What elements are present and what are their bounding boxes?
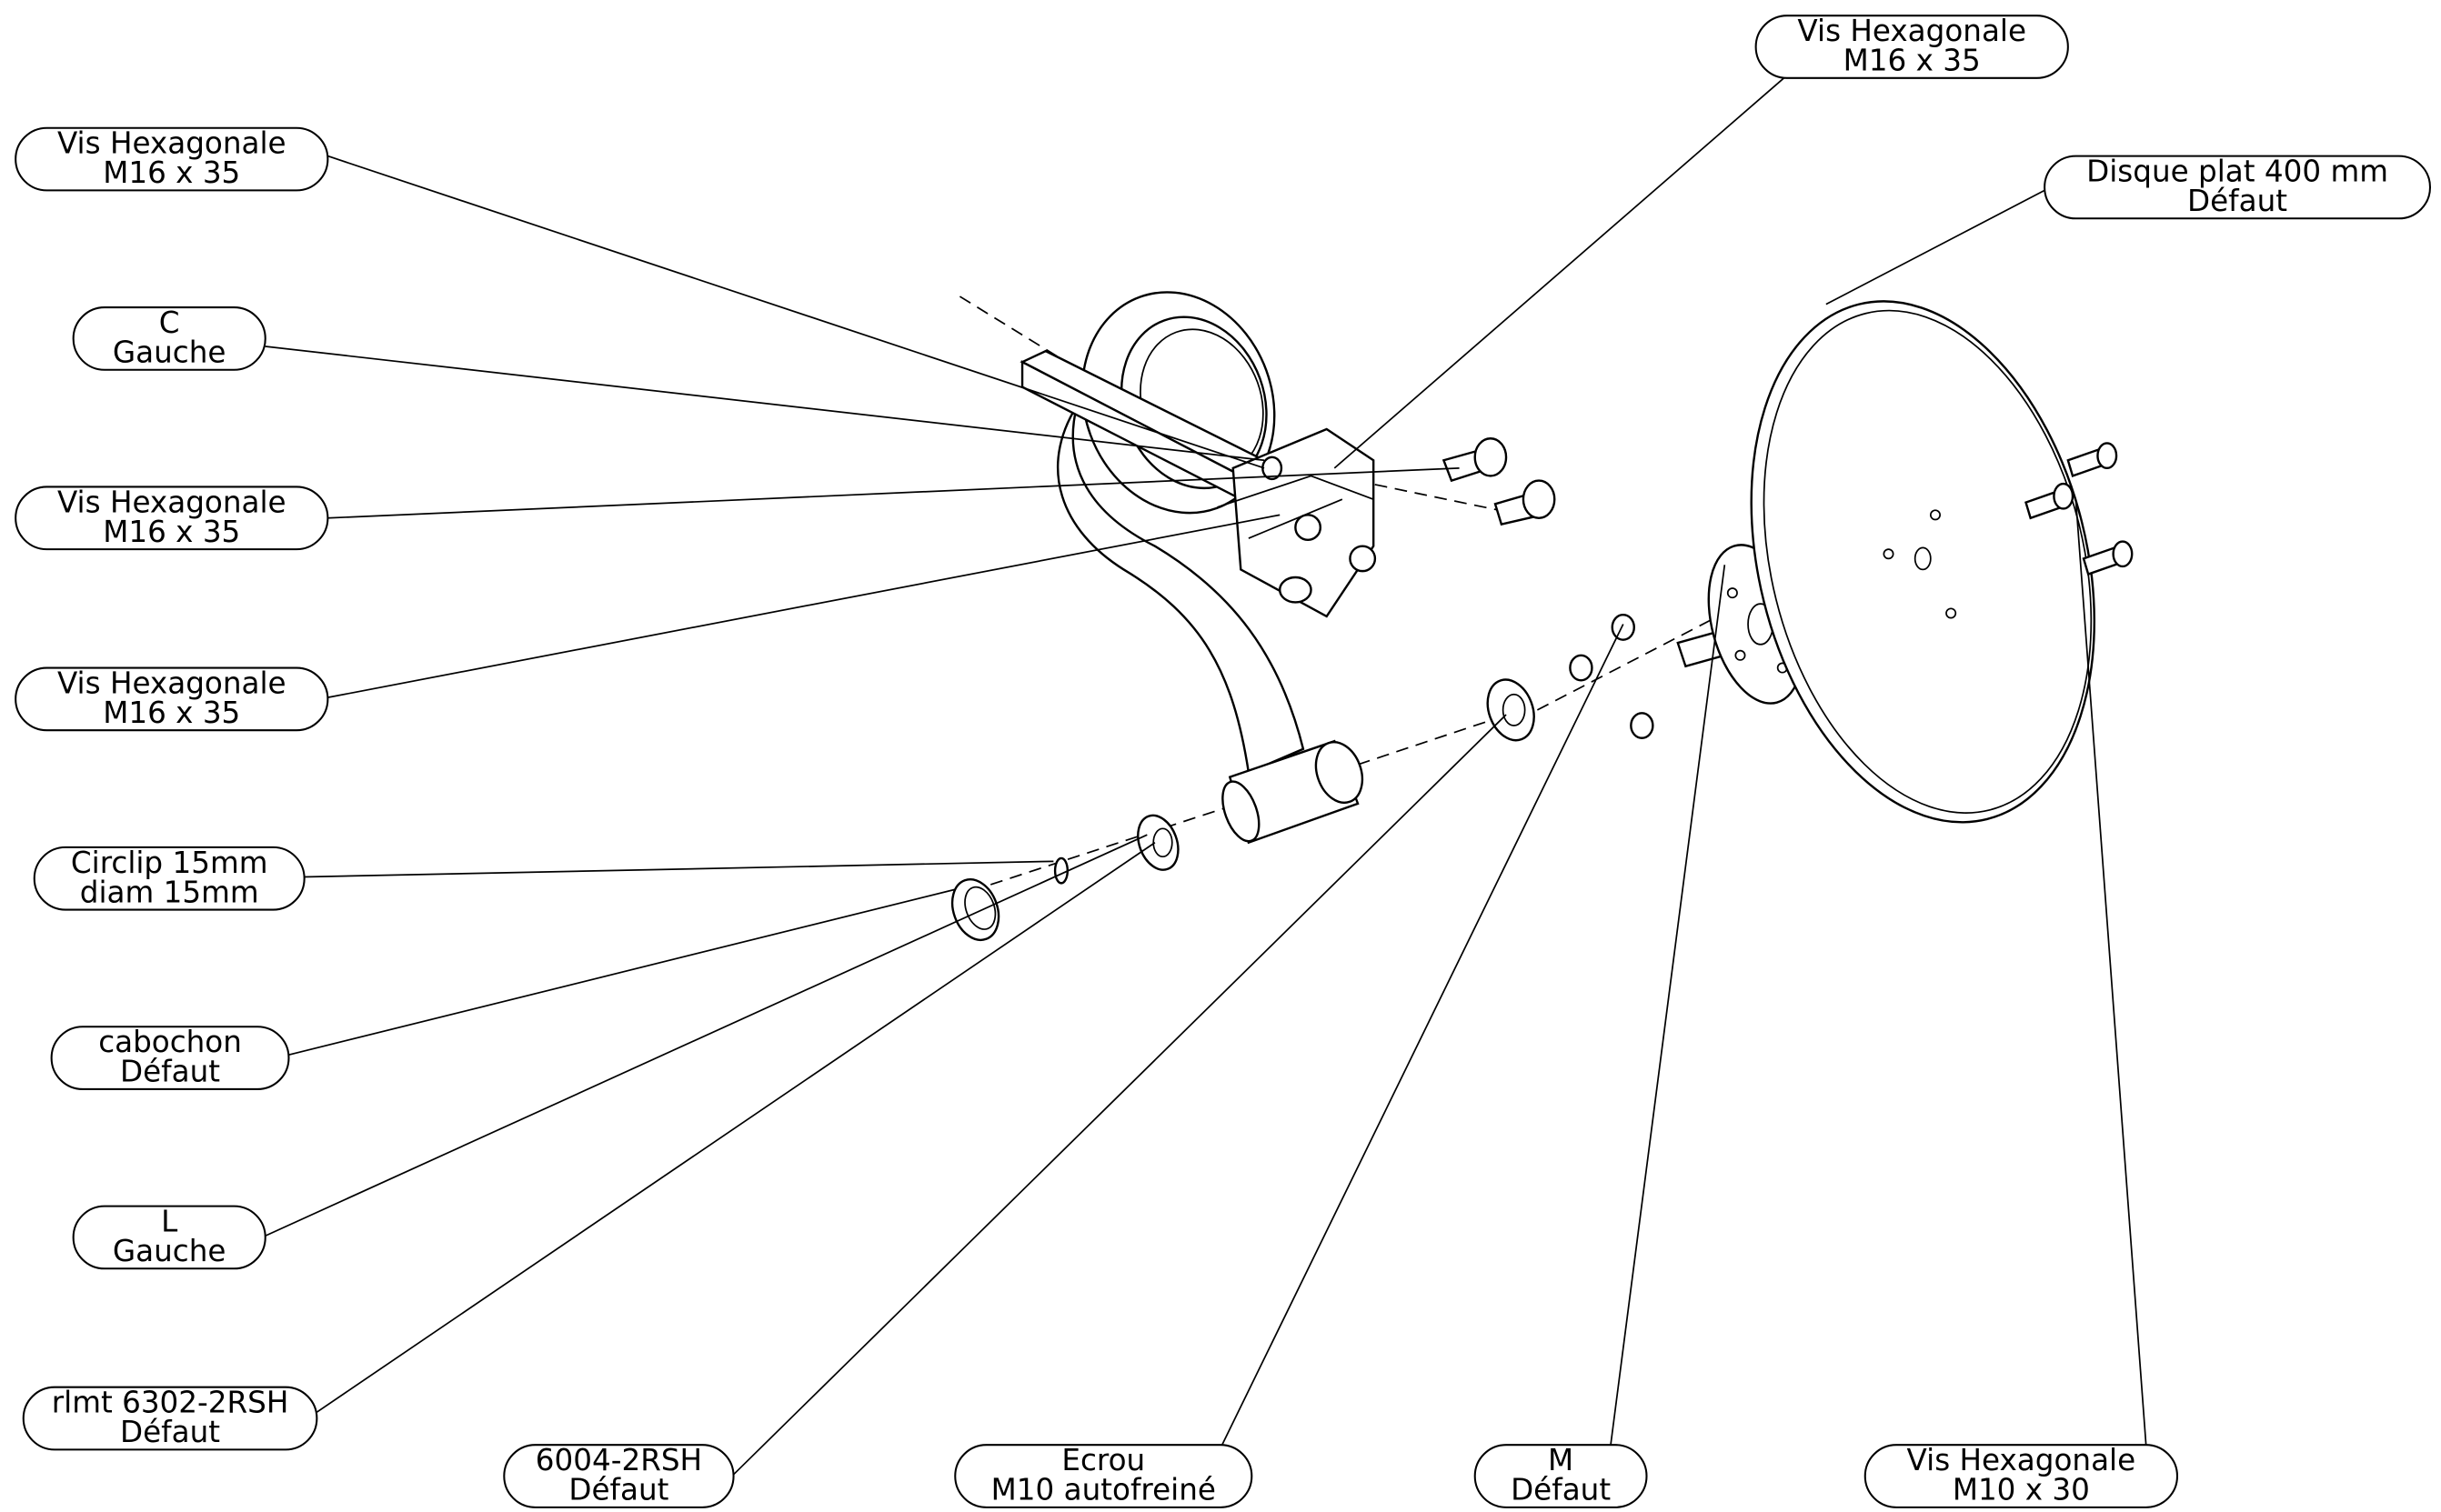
exploded-view: Vis HexagonaleM16 x 35Vis HexagonaleM16 … [0,0,2441,1512]
callout-line2: M10 x 30 [1953,1473,2090,1507]
callout-line2: M16 x 35 [103,515,240,549]
callout-line2: diam 15mm [80,875,259,909]
callout-line2: M16 x 35 [103,696,240,730]
callout-line2: Gauche [113,335,226,370]
callout-line2: Défaut [2187,184,2287,218]
callout-line2: M16 x 35 [1843,44,1981,78]
callout-line2: Défaut [120,1415,220,1449]
callout-line2: Défaut [120,1055,220,1089]
callout-line2: Gauche [113,1234,226,1268]
callout-line2: M16 x 35 [103,155,240,190]
page: {"callouts":[ {"line1":"Vis Hexagonale",… [0,0,2441,1512]
callout-line2: Défaut [568,1473,668,1507]
callout-line2: M10 autofreiné [991,1473,1216,1507]
parts [944,265,2145,946]
callout-line2: Défaut [1511,1473,1611,1507]
